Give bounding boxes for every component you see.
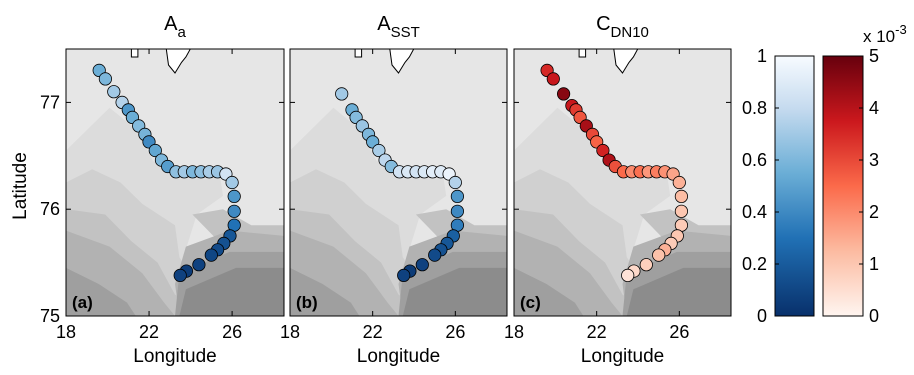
x-tick-label: 18 (504, 322, 524, 342)
data-point (173, 268, 187, 282)
x-axis-label: Longitude (133, 346, 216, 367)
panel-title: ASST (377, 13, 420, 41)
colorbar-tick-label: 3 (869, 150, 879, 170)
x-tick-label: 26 (222, 322, 242, 342)
data-point (448, 175, 462, 190)
colorbar-tick-label: 0.4 (742, 202, 767, 222)
x-tick-label: 26 (669, 322, 689, 342)
x-tick-label: 18 (280, 322, 300, 342)
depth-contour-7 (179, 267, 284, 316)
depth-contour-8 (66, 267, 136, 316)
data-point (192, 258, 206, 272)
y-tick-label: 77 (40, 92, 60, 112)
data-points (92, 63, 241, 282)
data-point (652, 248, 666, 262)
data-point (672, 175, 686, 190)
bathymetry-background (66, 49, 284, 316)
x-tick-label: 22 (363, 322, 383, 342)
panel-label: (c) (520, 293, 541, 312)
y-tick-label: 76 (40, 199, 60, 219)
data-point (415, 258, 429, 272)
land-islet (130, 49, 139, 58)
data-point (227, 204, 241, 218)
data-point (639, 258, 653, 272)
panel-label: (a) (72, 293, 93, 312)
data-point (621, 268, 635, 282)
panel-label: (b) (296, 293, 318, 312)
data-point (227, 189, 241, 203)
data-point (225, 175, 239, 190)
bathymetry-background (514, 49, 731, 316)
x-tick-label: 26 (445, 322, 465, 342)
x-tick-label: 22 (139, 322, 159, 342)
land-coast (613, 49, 639, 74)
colorbar-gradient (774, 55, 815, 317)
colorbar-gradient (822, 55, 864, 317)
colorbar-tick-label: 0.8 (742, 98, 767, 118)
land-coast (389, 49, 415, 74)
x-axis-label: Longitude (581, 346, 664, 367)
y-axis-label: Latitude (10, 152, 31, 220)
colorbar-tick-label: 1 (757, 46, 767, 66)
data-point (335, 87, 349, 101)
colorbar-tick-label: 1 (869, 254, 879, 274)
data-points (540, 63, 689, 282)
land-coast (165, 49, 191, 74)
data-point (674, 204, 689, 218)
data-point (546, 72, 560, 86)
colorbar-blue: 0 0.2 0.4 0.6 0.8 1 (742, 46, 815, 326)
y-tick-label: 75 (40, 306, 60, 326)
data-point (596, 143, 610, 158)
data-point (674, 189, 689, 203)
x-tick-label: 22 (587, 322, 607, 342)
colorbar-tick-label: 4 (869, 98, 879, 118)
data-point (428, 248, 442, 262)
axes-frame (513, 48, 732, 317)
data-point (98, 72, 113, 86)
data-point (556, 87, 571, 101)
depth-contour-7 (402, 267, 507, 316)
panel-title: CDN10 (596, 13, 649, 41)
axes-frame (289, 48, 508, 317)
data-point (397, 268, 411, 282)
colorbar-exponent: x 10-3 (863, 22, 907, 46)
colorbar-tick-label: 0 (757, 306, 767, 326)
colorbars: 0 0.2 0.4 0.6 0.8 1 0 1 2 3 4 5x 10-3 (742, 22, 907, 326)
bathymetry-background (290, 49, 507, 316)
colorbar-red: 0 1 2 3 4 5x 10-3 (822, 22, 907, 326)
colorbar-tick-label: 0 (869, 306, 879, 326)
depth-contour-7 (626, 267, 731, 316)
panel-title: Aa (164, 13, 186, 41)
panel-a: 18 22 26 75 76 77 Longitude Aa (a) (40, 13, 285, 367)
x-tick-label: 18 (56, 322, 76, 342)
data-point (450, 189, 464, 203)
data-point (107, 85, 121, 99)
x-axis-label: Longitude (357, 346, 440, 367)
land-islet (354, 49, 363, 58)
data-point (372, 143, 386, 158)
land-islet (578, 49, 587, 58)
colorbar-tick-label: 2 (869, 202, 879, 222)
axes-frame (65, 48, 285, 317)
colorbar-tick-label: 0.6 (742, 150, 767, 170)
data-point (450, 204, 464, 218)
data-points (335, 87, 464, 282)
data-point (204, 248, 218, 262)
colorbar-tick-label: 0.2 (742, 254, 767, 274)
depth-contour-8 (514, 267, 584, 316)
depth-contour-8 (290, 267, 360, 316)
data-point (148, 143, 162, 158)
colorbar-tick-label: 5 (869, 46, 879, 66)
